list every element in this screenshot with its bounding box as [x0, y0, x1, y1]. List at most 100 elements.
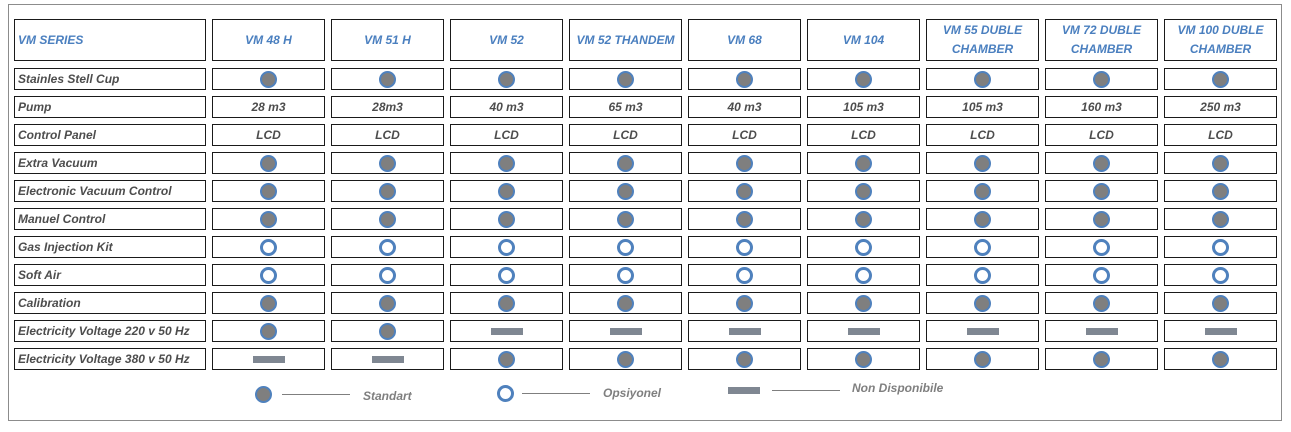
filled-circle-icon: [260, 182, 277, 200]
table-cell: [807, 348, 920, 370]
ring-icon: [1093, 238, 1110, 256]
table-cell: [212, 68, 325, 90]
table-cell: [450, 180, 563, 202]
filled-circle-icon: [736, 154, 753, 172]
table-cell: LCD: [1045, 124, 1158, 146]
table-cell: [569, 320, 682, 342]
table-cell: [807, 180, 920, 202]
filled-circle-icon: [260, 210, 277, 228]
cell-value: LCD: [613, 128, 638, 142]
filled-circle-icon: [617, 350, 634, 368]
ring-icon: [260, 266, 277, 284]
table-cell: [688, 180, 801, 202]
cell-value: 105 m3: [843, 100, 884, 114]
ring-icon: [974, 238, 991, 256]
ring-icon: [1093, 266, 1110, 284]
legend-line: [522, 393, 590, 394]
filled-circle-icon: [617, 182, 634, 200]
ring-icon: [1212, 238, 1229, 256]
table-cell: [331, 348, 444, 370]
legend-standard-label: Standart: [363, 389, 412, 403]
filled-circle-icon: [379, 70, 396, 88]
table-cell: 105 m3: [926, 96, 1039, 118]
table-cell: [1164, 264, 1277, 286]
dash-bar-icon: [847, 327, 880, 335]
table-cell: [1164, 68, 1277, 90]
table-cell: [212, 208, 325, 230]
cell-value: LCD: [970, 128, 995, 142]
table-cell: [212, 292, 325, 314]
legend-line: [772, 389, 840, 391]
filled-circle-icon: [736, 210, 753, 228]
filled-circle-icon: [379, 322, 396, 340]
legend-unavailable-label: Non Disponibile: [852, 381, 944, 395]
filled-circle-icon: [855, 154, 872, 172]
cell-value: LCD: [1089, 128, 1114, 142]
table-cell: [1164, 292, 1277, 314]
filled-circle-icon: [498, 210, 515, 228]
table-cell: [1164, 208, 1277, 230]
table-cell: [926, 236, 1039, 258]
feature-label: Electricity Voltage 220 v 50 Hz: [14, 320, 206, 342]
table-cell: [1164, 236, 1277, 258]
table-cell: [331, 152, 444, 174]
table-cell: [450, 292, 563, 314]
ring-icon: [379, 238, 396, 256]
table-cell: LCD: [331, 124, 444, 146]
table-cell: [212, 320, 325, 342]
table-cell: [1045, 264, 1158, 286]
model-header: VM 104: [807, 19, 920, 61]
filled-circle-icon: [974, 154, 991, 172]
table-cell: [450, 208, 563, 230]
feature-label: Pump: [14, 96, 206, 118]
feature-label: Electronic Vacuum Control: [14, 180, 206, 202]
table-cell: [1045, 348, 1158, 370]
table-cell: [331, 68, 444, 90]
filled-circle-icon: [498, 154, 515, 172]
cell-value: 105 m3: [962, 100, 1003, 114]
model-header: VM 55 DUBLE CHAMBER: [926, 19, 1039, 61]
filled-circle-icon: [617, 70, 634, 88]
cell-value: LCD: [375, 128, 400, 142]
table-cell: LCD: [450, 124, 563, 146]
ring-icon: [498, 238, 515, 256]
table-cell: [688, 208, 801, 230]
filled-circle-icon: [1212, 182, 1229, 200]
feature-label: Soft Air: [14, 264, 206, 286]
table-cell: [926, 264, 1039, 286]
filled-circle-icon: [498, 182, 515, 200]
table-cell: [569, 152, 682, 174]
cell-value: 40 m3: [727, 100, 762, 114]
filled-circle-icon: [1212, 70, 1229, 88]
table-cell: [450, 152, 563, 174]
filled-circle-icon: [617, 294, 634, 312]
table-cell: [807, 320, 920, 342]
model-header: VM 68: [688, 19, 801, 61]
filled-circle-icon: [498, 350, 515, 368]
cell-value: 160 m3: [1081, 100, 1122, 114]
table-cell: [807, 292, 920, 314]
dash-bar-icon: [252, 355, 285, 363]
table-cell: [926, 292, 1039, 314]
table-cell: [926, 348, 1039, 370]
legend-optional: Opsiyonel: [497, 385, 661, 402]
table-cell: [1164, 348, 1277, 370]
filled-circle-icon: [379, 182, 396, 200]
feature-label: Gas Injection Kit: [14, 236, 206, 258]
table-cell: 65 m3: [569, 96, 682, 118]
ring-icon: [974, 266, 991, 284]
dash-bar-icon: [371, 355, 404, 363]
table-cell: [1164, 320, 1277, 342]
dash-bar-icon: [966, 327, 999, 335]
table-cell: LCD: [212, 124, 325, 146]
table-cell: [331, 236, 444, 258]
table-cell: [688, 236, 801, 258]
filled-circle-icon: [736, 182, 753, 200]
filled-circle-icon: [1212, 350, 1229, 368]
table-cell: LCD: [926, 124, 1039, 146]
filled-circle-icon: [974, 182, 991, 200]
table-cell: [688, 292, 801, 314]
document-frame: [8, 4, 1282, 421]
table-cell: LCD: [688, 124, 801, 146]
filled-circle-icon: [736, 294, 753, 312]
